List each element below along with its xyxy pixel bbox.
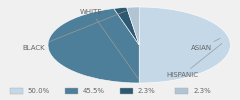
Text: BLACK: BLACK <box>22 11 126 51</box>
Text: 50.0%: 50.0% <box>28 88 50 94</box>
Text: 2.3%: 2.3% <box>138 88 156 94</box>
Wedge shape <box>127 7 140 45</box>
FancyBboxPatch shape <box>175 88 188 94</box>
Wedge shape <box>48 8 139 83</box>
Text: HISPANIC: HISPANIC <box>166 44 222 78</box>
Text: ASIAN: ASIAN <box>191 38 220 51</box>
Text: 45.5%: 45.5% <box>83 88 105 94</box>
Text: WHITE: WHITE <box>80 9 138 79</box>
Text: 2.3%: 2.3% <box>193 88 211 94</box>
Wedge shape <box>139 7 230 83</box>
FancyBboxPatch shape <box>120 88 133 94</box>
FancyBboxPatch shape <box>65 88 78 94</box>
Wedge shape <box>114 7 139 45</box>
FancyBboxPatch shape <box>10 88 23 94</box>
